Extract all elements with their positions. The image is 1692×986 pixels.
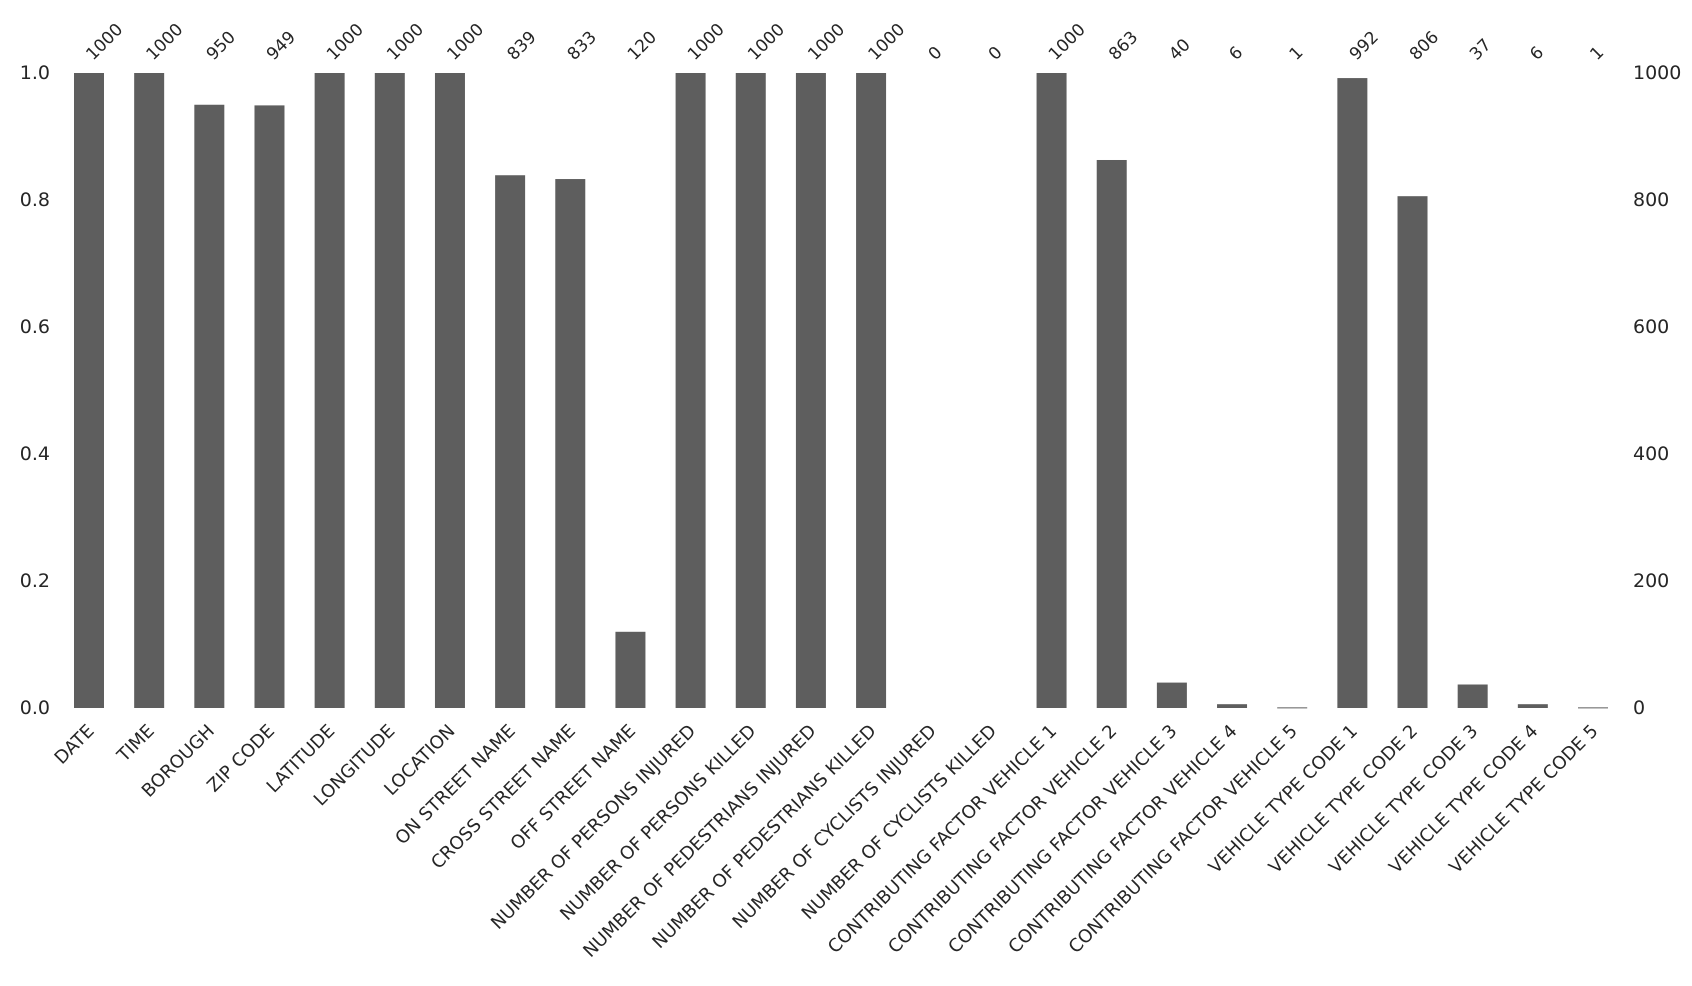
bar [74, 73, 104, 708]
bar-count-label: 6 [1225, 43, 1247, 65]
bars [74, 73, 1608, 709]
bar [314, 73, 345, 708]
bar-count-label: 1000 [383, 20, 428, 65]
bar [735, 73, 766, 708]
category-label: TIME [113, 721, 159, 767]
bar-count-label: 37 [1466, 35, 1495, 64]
bar-count-labels: 1000 1000 950 949 1000 1000 1000 839 833 120 1000 1… [82, 20, 1608, 65]
bar-count-label: 833 [564, 27, 601, 64]
bar-count-label: 806 [1406, 27, 1443, 64]
bar [254, 105, 285, 708]
bar-count-label: 1000 [443, 20, 488, 65]
bar-count-label: 0 [925, 43, 947, 65]
bar [1156, 682, 1187, 708]
bar [1036, 73, 1067, 708]
bar-count-label: 1 [1586, 43, 1608, 65]
left-tick-label: 0.0 [20, 697, 50, 719]
bar [1217, 704, 1248, 708]
left-tick-label: 0.6 [20, 316, 50, 338]
bar [1277, 707, 1308, 709]
bar [795, 73, 826, 708]
right-tick-label: 800 [1633, 189, 1669, 211]
bar [555, 179, 586, 709]
right-tick-label: 400 [1633, 443, 1669, 465]
bar [374, 73, 405, 708]
category-label: DATE [51, 721, 99, 769]
bar-count-label: 839 [504, 27, 541, 64]
bar-count-label: 6 [1526, 43, 1548, 65]
bar [1517, 704, 1548, 708]
bar [134, 73, 165, 708]
bar-count-label: 949 [263, 27, 300, 64]
bar-count-label: 1000 [804, 20, 849, 65]
left-tick-label: 0.2 [20, 570, 50, 592]
left-tick-label: 0.8 [20, 189, 50, 211]
left-tick-label: 1.0 [20, 62, 50, 84]
right-tick-label: 200 [1633, 570, 1669, 592]
left-y-axis: 0.0 0.2 0.4 0.6 0.8 1.0 [20, 62, 50, 719]
category-label: NUMBER OF PEDESTRIANS KILLED [648, 721, 880, 953]
bar [194, 104, 225, 708]
right-tick-label: 1000 [1633, 62, 1681, 84]
bar-count-label: 992 [1346, 27, 1383, 64]
bar-count-label: 1000 [684, 20, 729, 65]
bar-count-label: 120 [624, 27, 661, 64]
bar-count-label: 1000 [1045, 20, 1090, 65]
left-tick-label: 0.4 [20, 443, 50, 465]
bar [1337, 78, 1368, 708]
right-tick-label: 0 [1633, 697, 1645, 719]
bar-count-label: 1 [1286, 43, 1308, 65]
bar-count-label: 1000 [744, 20, 789, 65]
bar-count-label: 0 [985, 43, 1007, 65]
bar-count-label: 40 [1165, 35, 1194, 64]
bar [856, 73, 887, 708]
bar [675, 73, 706, 708]
bar [1578, 707, 1608, 709]
bar [1096, 159, 1127, 708]
bar [495, 175, 526, 709]
bar-count-label: 1000 [82, 20, 127, 65]
bar [615, 631, 646, 708]
right-y-axis: 0 200 400 600 800 1000 [1633, 62, 1681, 719]
bar-count-label: 1000 [323, 20, 368, 65]
bar [434, 73, 465, 708]
bar-count-label: 950 [203, 27, 240, 64]
bar [1397, 196, 1428, 708]
right-tick-label: 600 [1633, 316, 1669, 338]
bar-count-label: 1000 [864, 20, 909, 65]
bar-count-label: 1000 [143, 20, 188, 65]
bar-count-label: 863 [1105, 27, 1142, 64]
bar [1457, 684, 1488, 708]
